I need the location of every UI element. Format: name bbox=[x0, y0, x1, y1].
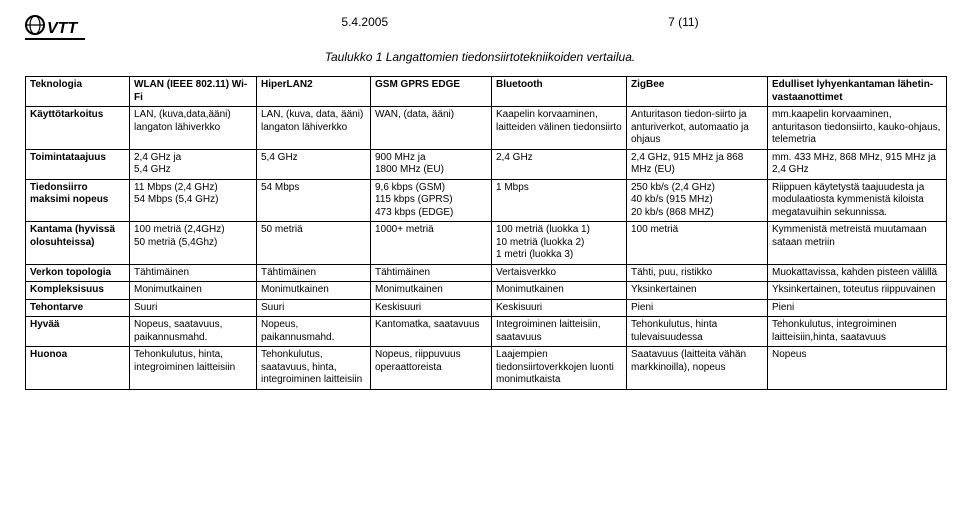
table-cell: Saatavuus (laitteita vähän markkinoilla)… bbox=[627, 347, 768, 390]
table-cell: 11 Mbps (2,4 GHz) 54 Mbps (5,4 GHz) bbox=[130, 179, 257, 222]
table-cell: mm. 433 MHz, 868 MHz, 915 MHz ja 2,4 GHz bbox=[768, 149, 947, 179]
table-cell: Laajempien tiedonsiirtoverkkojen luonti … bbox=[492, 347, 627, 390]
table-row: HyvääNopeus, saatavuus, paikannusmahd.No… bbox=[26, 317, 947, 347]
table-row: KäyttötarkoitusLAN, (kuva,data,ääni) lan… bbox=[26, 107, 947, 150]
table-cell: Kymmenistä metreistä muutamaan sataan me… bbox=[768, 222, 947, 265]
row-label: Kantama (hyvissä olosuhteissa) bbox=[26, 222, 130, 265]
table-row: KompleksisuusMonimutkainenMonimutkainenM… bbox=[26, 282, 947, 300]
col-header: GSM GPRS EDGE bbox=[371, 77, 492, 107]
vtt-logo: VTT bbox=[25, 15, 85, 46]
table-cell: 2,4 GHz ja 5,4 GHz bbox=[130, 149, 257, 179]
table-caption: Taulukko 1 Langattomien tiedonsiirtotekn… bbox=[25, 50, 935, 64]
table-row: Verkon topologiaTähtimäinenTähtimäinenTä… bbox=[26, 264, 947, 282]
row-label: Käyttötarkoitus bbox=[26, 107, 130, 150]
table-cell: 9,6 kbps (GSM) 115 kbps (GPRS) 473 kbps … bbox=[371, 179, 492, 222]
table-cell: 5,4 GHz bbox=[257, 149, 371, 179]
table-cell: Nopeus, riippuvuus operaattoreista bbox=[371, 347, 492, 390]
table-cell: Pieni bbox=[768, 299, 947, 317]
row-label: Tehontarve bbox=[26, 299, 130, 317]
row-label: Hyvää bbox=[26, 317, 130, 347]
col-header: Bluetooth bbox=[492, 77, 627, 107]
table-cell: 1000+ metriä bbox=[371, 222, 492, 265]
table-cell: Vertaisverkko bbox=[492, 264, 627, 282]
table-cell: 900 MHz ja 1800 MHz (EU) bbox=[371, 149, 492, 179]
table-cell: 100 metriä (luokka 1) 10 metriä (luokka … bbox=[492, 222, 627, 265]
table-cell: 2,4 GHz bbox=[492, 149, 627, 179]
table-cell: Tähtimäinen bbox=[130, 264, 257, 282]
svg-text:VTT: VTT bbox=[47, 20, 78, 37]
table-cell: 100 metriä (2,4GHz) 50 metriä (5,4Ghz) bbox=[130, 222, 257, 265]
table-cell: Nopeus bbox=[768, 347, 947, 390]
table-cell: Pieni bbox=[627, 299, 768, 317]
table-cell: Tähti, puu, ristikko bbox=[627, 264, 768, 282]
table-cell: Suuri bbox=[130, 299, 257, 317]
table-header-row: Teknologia WLAN (IEEE 802.11) Wi-Fi Hipe… bbox=[26, 77, 947, 107]
table-cell: Monimutkainen bbox=[257, 282, 371, 300]
col-header: Edulliset lyhyenkantaman lähetin-vastaan… bbox=[768, 77, 947, 107]
table-cell: 250 kb/s (2,4 GHz) 40 kb/s (915 MHz) 20 … bbox=[627, 179, 768, 222]
table-cell: Kantomatka, saatavuus bbox=[371, 317, 492, 347]
table-cell: Tähtimäinen bbox=[371, 264, 492, 282]
table-cell: LAN, (kuva, data, ääni) langaton lähiver… bbox=[257, 107, 371, 150]
table-cell: Tehonkulutus, saatavuus, hinta, integroi… bbox=[257, 347, 371, 390]
header-page: 7 (11) bbox=[668, 15, 698, 29]
row-label: Huonoa bbox=[26, 347, 130, 390]
col-header: HiperLAN2 bbox=[257, 77, 371, 107]
table-cell: Riippuen käytetystä taajuudesta ja modul… bbox=[768, 179, 947, 222]
table-cell: Monimutkainen bbox=[130, 282, 257, 300]
row-label: Verkon topologia bbox=[26, 264, 130, 282]
table-row: Toimintataajuus2,4 GHz ja 5,4 GHz5,4 GHz… bbox=[26, 149, 947, 179]
table-cell: Suuri bbox=[257, 299, 371, 317]
col-header: WLAN (IEEE 802.11) Wi-Fi bbox=[130, 77, 257, 107]
table-row: HuonoaTehonkulutus, hinta, integroiminen… bbox=[26, 347, 947, 390]
col-header: ZigBee bbox=[627, 77, 768, 107]
table-cell: Keskisuuri bbox=[492, 299, 627, 317]
table-cell: Monimutkainen bbox=[492, 282, 627, 300]
table-cell: 1 Mbps bbox=[492, 179, 627, 222]
row-label: Toimintataajuus bbox=[26, 149, 130, 179]
table-cell: 2,4 GHz, 915 MHz ja 868 MHz (EU) bbox=[627, 149, 768, 179]
table-cell: Nopeus, saatavuus, paikannusmahd. bbox=[130, 317, 257, 347]
page-header: VTT 5.4.2005 7 (11) bbox=[25, 15, 935, 46]
header-date: 5.4.2005 bbox=[341, 15, 388, 29]
table-row: Tiedonsiirro maksimi nopeus11 Mbps (2,4 … bbox=[26, 179, 947, 222]
table-cell: 50 metriä bbox=[257, 222, 371, 265]
table-cell: Kaapelin korvaaminen, laitteiden välinen… bbox=[492, 107, 627, 150]
table-cell: Keskisuuri bbox=[371, 299, 492, 317]
table-cell: Yksinkertainen bbox=[627, 282, 768, 300]
table-cell: LAN, (kuva,data,ääni) langaton lähiverkk… bbox=[130, 107, 257, 150]
table-cell: Nopeus, paikannusmahd. bbox=[257, 317, 371, 347]
table-cell: Integroiminen laitteisiin, saatavuus bbox=[492, 317, 627, 347]
table-cell: Yksinkertainen, toteutus riippuvainen bbox=[768, 282, 947, 300]
table-cell: Tehonkulutus, hinta, integroiminen laitt… bbox=[130, 347, 257, 390]
table-cell: Muokattavissa, kahden pisteen välillä bbox=[768, 264, 947, 282]
table-cell: mm.kaapelin korvaaminen, anturitason tie… bbox=[768, 107, 947, 150]
table-cell: 54 Mbps bbox=[257, 179, 371, 222]
table-row: TehontarveSuuriSuuriKeskisuuriKeskisuuri… bbox=[26, 299, 947, 317]
row-label: Kompleksisuus bbox=[26, 282, 130, 300]
table-cell: Tähtimäinen bbox=[257, 264, 371, 282]
table-cell: Tehonkulutus, hinta tulevaisuudessa bbox=[627, 317, 768, 347]
table-cell: Monimutkainen bbox=[371, 282, 492, 300]
comparison-table: Teknologia WLAN (IEEE 802.11) Wi-Fi Hipe… bbox=[25, 76, 947, 390]
table-cell: Anturitason tiedon-siirto ja anturiverko… bbox=[627, 107, 768, 150]
table-row: Kantama (hyvissä olosuhteissa)100 metriä… bbox=[26, 222, 947, 265]
table-cell: Tehonkulutus, integroiminen laitteisiin,… bbox=[768, 317, 947, 347]
col-header: Teknologia bbox=[26, 77, 130, 107]
row-label: Tiedonsiirro maksimi nopeus bbox=[26, 179, 130, 222]
table-cell: 100 metriä bbox=[627, 222, 768, 265]
table-cell: WAN, (data, ääni) bbox=[371, 107, 492, 150]
